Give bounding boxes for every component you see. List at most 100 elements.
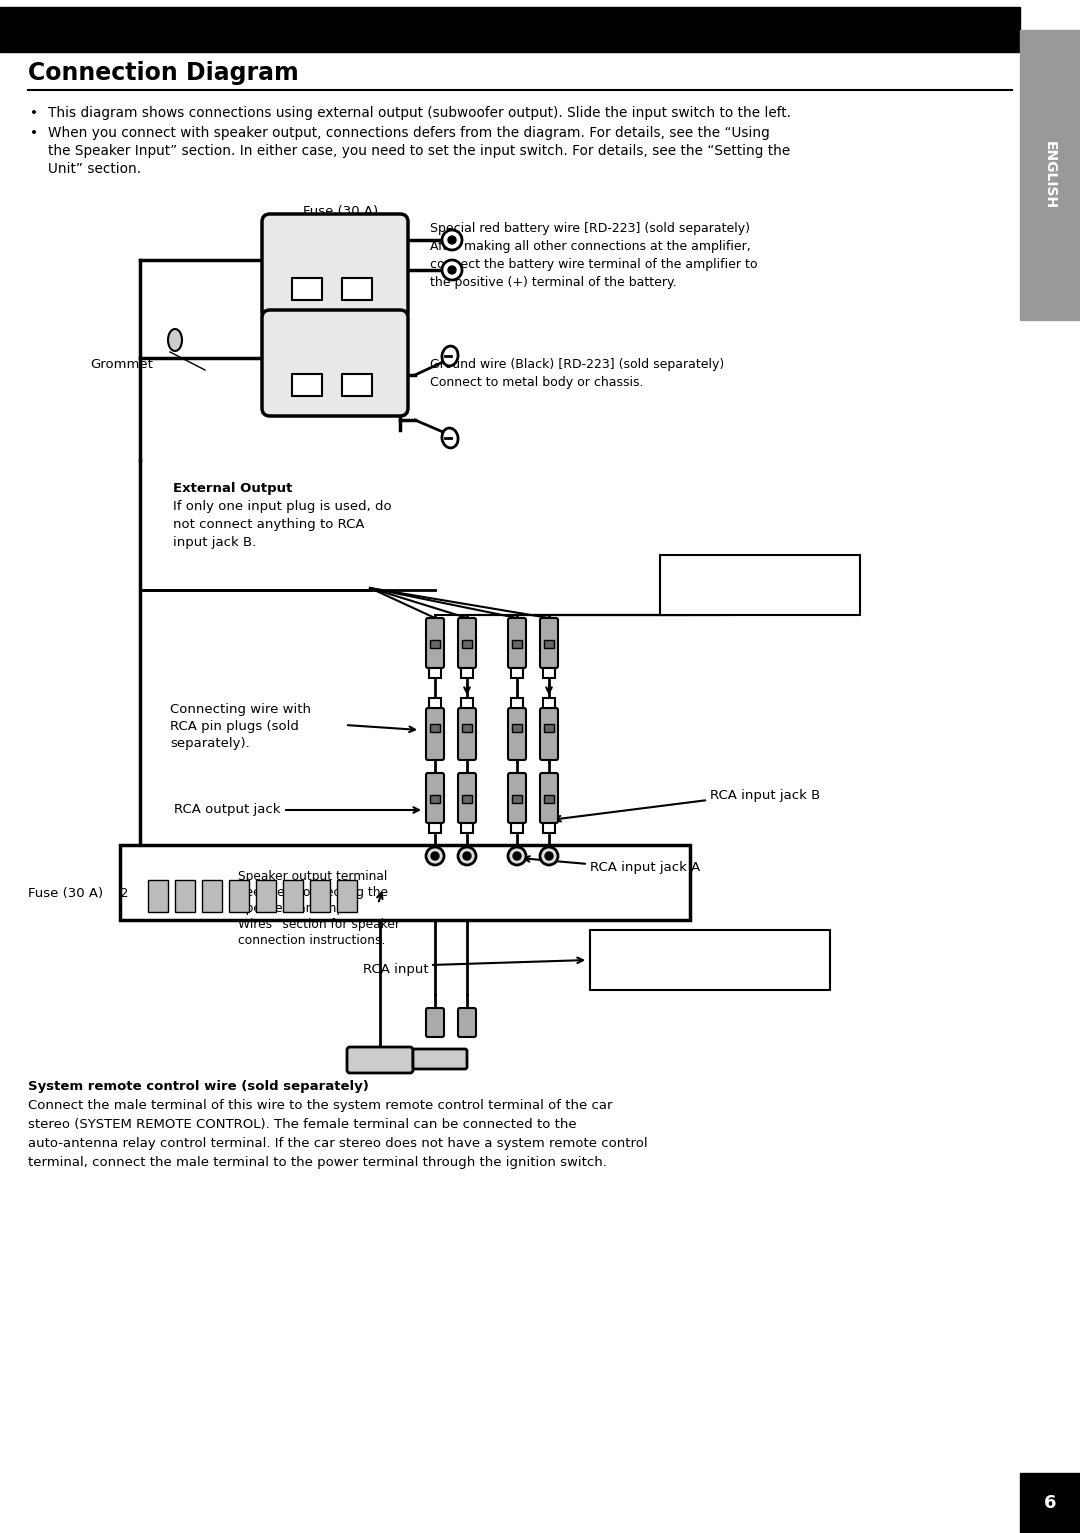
Bar — [544, 796, 554, 803]
Circle shape — [508, 848, 526, 865]
Circle shape — [448, 267, 456, 274]
Bar — [430, 724, 440, 731]
Text: RCA output jack: RCA output jack — [174, 803, 280, 817]
Text: See the “Connecting the: See the “Connecting the — [238, 886, 388, 898]
Bar — [256, 880, 276, 912]
Circle shape — [426, 848, 444, 865]
Bar — [430, 639, 440, 648]
Ellipse shape — [442, 346, 458, 366]
Text: Fuse (30 A): Fuse (30 A) — [303, 308, 378, 320]
Bar — [202, 880, 222, 912]
Text: Wires” section for speaker: Wires” section for speaker — [238, 918, 400, 931]
Bar — [461, 698, 473, 708]
Bar — [512, 724, 522, 731]
Text: Connect the male terminal of this wire to the system remote control terminal of : Connect the male terminal of this wire t… — [28, 1099, 612, 1111]
Text: Connecting wire with: Connecting wire with — [170, 704, 311, 716]
Bar — [429, 823, 441, 832]
Bar — [175, 880, 195, 912]
FancyBboxPatch shape — [458, 618, 476, 668]
Text: Unit” section.: Unit” section. — [48, 162, 141, 176]
Text: System remote control wire (sold separately): System remote control wire (sold separat… — [28, 1081, 369, 1093]
FancyBboxPatch shape — [426, 773, 444, 823]
Bar — [544, 639, 554, 648]
Bar — [0, 8, 1020, 52]
Circle shape — [431, 852, 438, 860]
FancyBboxPatch shape — [458, 1009, 476, 1036]
Text: Amplifier with: Amplifier with — [663, 946, 756, 958]
Text: After making all other connections at the amplifier,: After making all other connections at th… — [430, 241, 751, 253]
Bar — [512, 796, 522, 803]
Text: separately).: separately). — [170, 737, 249, 750]
Bar — [543, 668, 555, 678]
Circle shape — [442, 230, 462, 250]
Text: Speaker output terminal: Speaker output terminal — [238, 871, 388, 883]
Text: not connect anything to RCA: not connect anything to RCA — [173, 518, 365, 530]
FancyBboxPatch shape — [426, 1009, 444, 1036]
Bar — [544, 724, 554, 731]
Bar — [310, 880, 330, 912]
Text: connect the battery wire terminal of the amplifier to: connect the battery wire terminal of the… — [430, 258, 757, 271]
FancyBboxPatch shape — [540, 708, 558, 760]
Bar — [292, 374, 322, 396]
Circle shape — [545, 852, 553, 860]
FancyBboxPatch shape — [458, 773, 476, 823]
Text: input jack B.: input jack B. — [173, 537, 256, 549]
Text: Fuse (30 A)    2: Fuse (30 A) 2 — [28, 886, 129, 900]
FancyBboxPatch shape — [426, 618, 444, 668]
Bar — [543, 823, 555, 832]
Bar — [337, 880, 357, 912]
Bar — [120, 845, 690, 920]
Text: RCA input jacks: RCA input jacks — [658, 963, 761, 975]
Bar — [148, 880, 168, 912]
Text: Grommet: Grommet — [90, 359, 153, 371]
Text: auto-antenna relay control terminal. If the car stereo does not have a system re: auto-antenna relay control terminal. If … — [28, 1137, 648, 1150]
Text: •: • — [30, 126, 38, 140]
Bar — [342, 277, 372, 300]
Bar — [1020, 1473, 1080, 1533]
Text: If only one input plug is used, do: If only one input plug is used, do — [173, 500, 392, 514]
Bar — [512, 639, 522, 648]
Text: RCA input jack B: RCA input jack B — [710, 788, 820, 802]
Text: This diagram shows connections using external output (subwoofer output). Slide t: This diagram shows connections using ext… — [48, 106, 791, 120]
Text: the Speaker Input” section. In either case, you need to set the input switch. Fo: the Speaker Input” section. In either ca… — [48, 144, 791, 158]
Circle shape — [458, 848, 476, 865]
Circle shape — [540, 848, 558, 865]
FancyBboxPatch shape — [262, 310, 408, 415]
Ellipse shape — [168, 330, 183, 351]
Bar — [461, 668, 473, 678]
Bar — [429, 668, 441, 678]
Text: terminal, connect the male terminal to the power terminal through the ignition s: terminal, connect the male terminal to t… — [28, 1156, 607, 1170]
Bar — [462, 724, 472, 731]
Text: External Output: External Output — [173, 481, 293, 495]
Circle shape — [513, 852, 521, 860]
Bar — [511, 823, 523, 832]
FancyBboxPatch shape — [458, 708, 476, 760]
Text: stereo (SYSTEM REMOTE CONTROL). The female terminal can be connected to the: stereo (SYSTEM REMOTE CONTROL). The fema… — [28, 1118, 577, 1131]
Text: RCA input: RCA input — [363, 964, 429, 977]
Bar — [461, 823, 473, 832]
Bar — [543, 698, 555, 708]
Circle shape — [448, 236, 456, 244]
Bar — [429, 698, 441, 708]
FancyBboxPatch shape — [508, 708, 526, 760]
FancyBboxPatch shape — [426, 708, 444, 760]
Text: When you connect with speaker output, connections defers from the diagram. For d: When you connect with speaker output, co… — [48, 126, 770, 140]
Text: Speakers and Input: Speakers and Input — [238, 901, 356, 915]
FancyBboxPatch shape — [540, 773, 558, 823]
Text: Special red battery wire [RD-223] (sold separately): Special red battery wire [RD-223] (sold … — [430, 222, 750, 235]
Bar — [1020, 31, 1080, 320]
Text: 6: 6 — [1043, 1495, 1056, 1512]
Text: Connection Diagram: Connection Diagram — [28, 61, 299, 84]
Bar — [430, 796, 440, 803]
Bar — [462, 639, 472, 648]
Text: Fuse (30 A): Fuse (30 A) — [303, 205, 378, 218]
Text: RCA output jacks: RCA output jacks — [703, 587, 816, 601]
Text: RCA pin plugs (sold: RCA pin plugs (sold — [170, 721, 299, 733]
Text: Connect to metal body or chassis.: Connect to metal body or chassis. — [430, 376, 644, 389]
Text: connection instructions.: connection instructions. — [238, 934, 386, 947]
Bar — [511, 668, 523, 678]
Bar — [511, 698, 523, 708]
Bar — [342, 374, 372, 396]
Ellipse shape — [442, 428, 458, 448]
FancyBboxPatch shape — [413, 1049, 467, 1069]
